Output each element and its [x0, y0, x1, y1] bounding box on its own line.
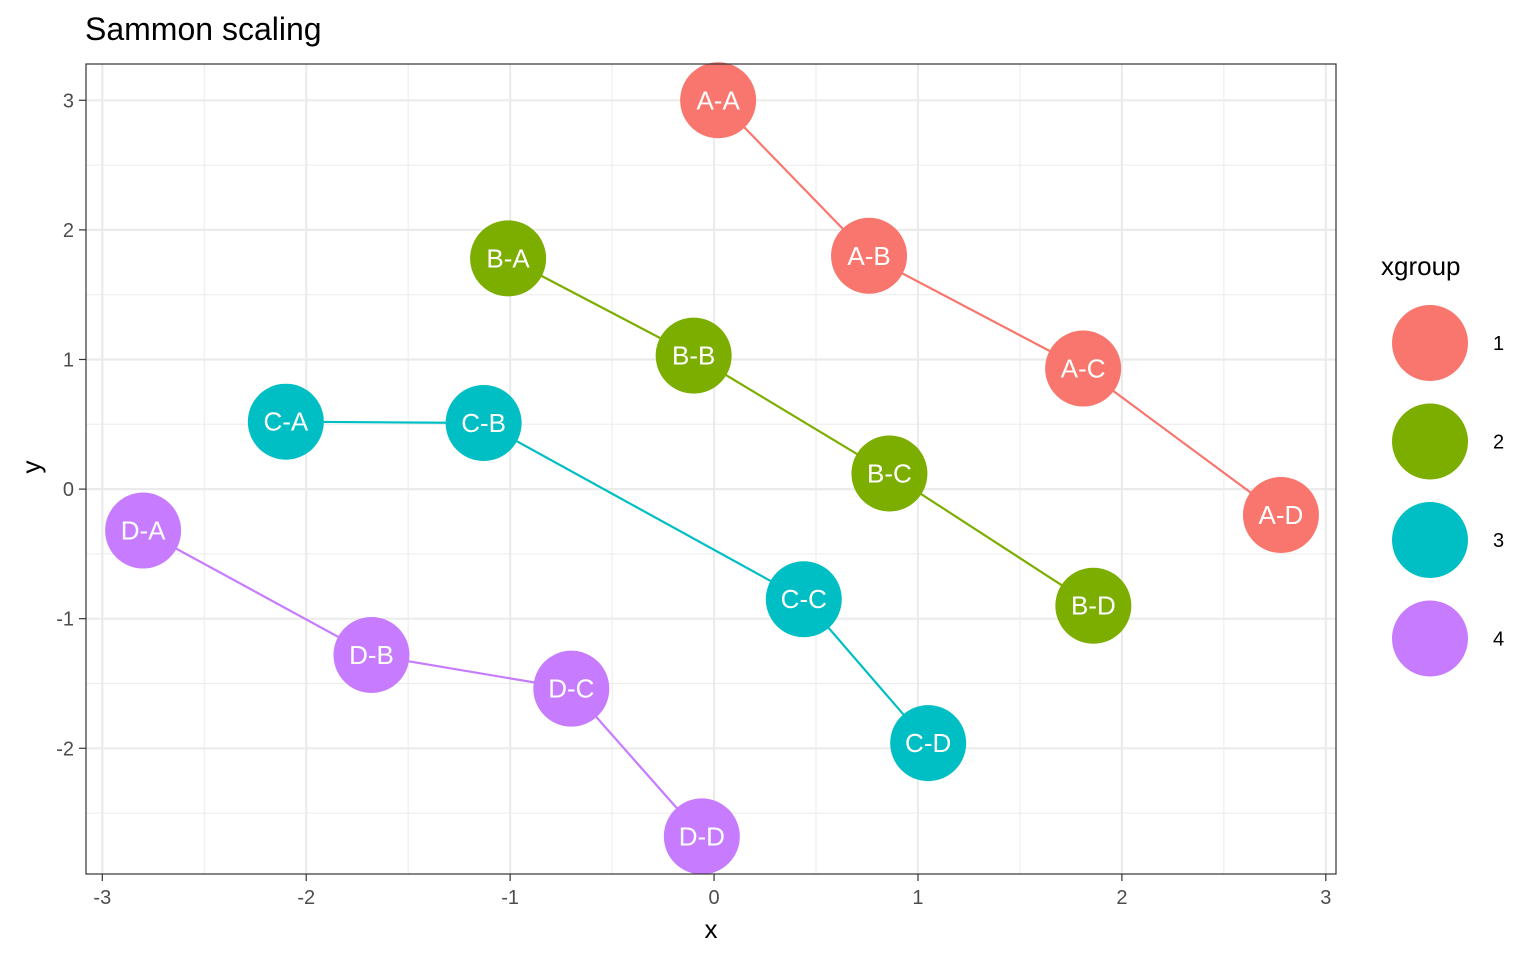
x-tick-label: -3 [93, 887, 111, 909]
data-point-a-a: A-A [680, 62, 757, 139]
data-point-marker [680, 62, 757, 139]
data-point-marker [1045, 330, 1122, 407]
data-point-b-a: B-A [470, 220, 547, 297]
legend-title: xgroup [1381, 251, 1461, 281]
plot-panel-background [86, 64, 1336, 874]
data-point-marker [533, 650, 610, 727]
y-axis: -2 -1 0 1 2 3 [56, 90, 86, 760]
legend-entry-label: 3 [1493, 530, 1504, 552]
data-point-marker [470, 220, 547, 297]
data-point-a-d: A-D [1242, 477, 1319, 554]
data-point-label: D-A [121, 516, 166, 546]
data-point-marker [831, 217, 908, 294]
data-point-b-b: B-B [655, 317, 732, 394]
data-point-label: D-C [548, 674, 594, 704]
data-point-label: B-D [1071, 591, 1116, 621]
data-point-label: D-B [349, 640, 394, 670]
legend-entry-3: 3 [1392, 502, 1504, 578]
series-line-group-3 [285, 420, 930, 744]
series-line-group-4 [142, 529, 703, 838]
legend-key-circle [1392, 305, 1468, 381]
x-tick-label: 0 [708, 887, 719, 909]
data-point-label: C-D [905, 728, 951, 758]
x-axis-label: x [705, 914, 718, 944]
data-point-marker [851, 435, 928, 512]
data-points: A-A A-B A-C A-D B-A B-B B-C B-D C-A C-B C-C C-D D-A D… [105, 62, 1319, 875]
x-tick-label: 3 [1320, 887, 1331, 909]
data-point-label: A-A [696, 85, 740, 115]
minor-gridlines [86, 64, 1336, 874]
data-point-marker [445, 384, 522, 461]
data-point-marker [333, 616, 410, 693]
y-tick-label: 1 [63, 349, 74, 371]
data-point-b-d: B-D [1055, 567, 1132, 644]
data-point-label: C-A [263, 407, 308, 437]
data-point-label: C-C [781, 584, 827, 614]
legend-entry-label: 2 [1493, 432, 1504, 454]
y-tick-label: 3 [63, 90, 74, 112]
data-point-a-c: A-C [1045, 330, 1122, 407]
data-point-marker [1242, 477, 1319, 554]
series-line-group-2 [507, 257, 1094, 607]
data-point-a-b: A-B [831, 217, 908, 294]
x-tick-label: -1 [501, 887, 519, 909]
data-point-label: C-B [461, 408, 506, 438]
x-axis: -3 -2 -1 0 1 2 3 [93, 874, 1331, 909]
data-point-b-c: B-C [851, 435, 928, 512]
data-point-label: D-D [679, 821, 725, 851]
data-point-label: A-B [847, 241, 890, 271]
legend-entry-4: 4 [1392, 600, 1504, 677]
legend-entry-label: 4 [1493, 629, 1504, 651]
data-point-marker [663, 798, 740, 875]
data-point-label: A-C [1061, 354, 1106, 384]
y-axis-label: y [16, 461, 46, 474]
legend-key-circle [1392, 502, 1468, 578]
data-point-d-a: D-A [105, 492, 182, 569]
y-tick-label: -2 [56, 738, 74, 760]
legend-key-circle [1392, 600, 1468, 677]
data-point-c-d: C-D [890, 705, 967, 782]
legend: xgroup 1 2 3 4 [1381, 251, 1504, 677]
path-lines [142, 99, 1282, 838]
chart-title: Sammon scaling [85, 11, 322, 47]
data-point-marker [655, 317, 732, 394]
data-point-c-c: C-C [765, 561, 842, 638]
legend-entries: 1 2 3 4 [1392, 305, 1504, 677]
plot-panel-border [85, 63, 1337, 875]
x-tick-label: -2 [297, 887, 315, 909]
data-point-marker [1055, 567, 1132, 644]
x-tick-label: 2 [1116, 887, 1127, 909]
legend-entry-label: 1 [1493, 333, 1504, 355]
data-point-label: B-A [486, 243, 530, 273]
y-tick-label: 0 [63, 479, 74, 501]
legend-entry-2: 2 [1392, 403, 1504, 480]
legend-key-circle [1392, 403, 1468, 480]
data-point-c-a: C-A [247, 383, 324, 460]
data-point-label: B-B [672, 341, 715, 371]
data-point-marker [890, 705, 967, 782]
legend-entry-1: 1 [1392, 305, 1504, 381]
data-point-marker [105, 492, 182, 569]
data-point-d-d: D-D [663, 798, 740, 875]
data-point-d-c: D-C [533, 650, 610, 727]
data-point-marker [247, 383, 324, 460]
x-tick-label: 1 [912, 887, 923, 909]
series-line-group-1 [717, 99, 1282, 516]
data-point-marker [765, 561, 842, 638]
data-point-label: A-D [1259, 500, 1304, 530]
data-point-d-b: D-B [333, 616, 410, 693]
data-point-c-b: C-B [445, 384, 522, 461]
y-tick-label: 2 [63, 220, 74, 242]
y-tick-label: -1 [56, 609, 74, 631]
data-point-label: B-C [867, 459, 912, 489]
